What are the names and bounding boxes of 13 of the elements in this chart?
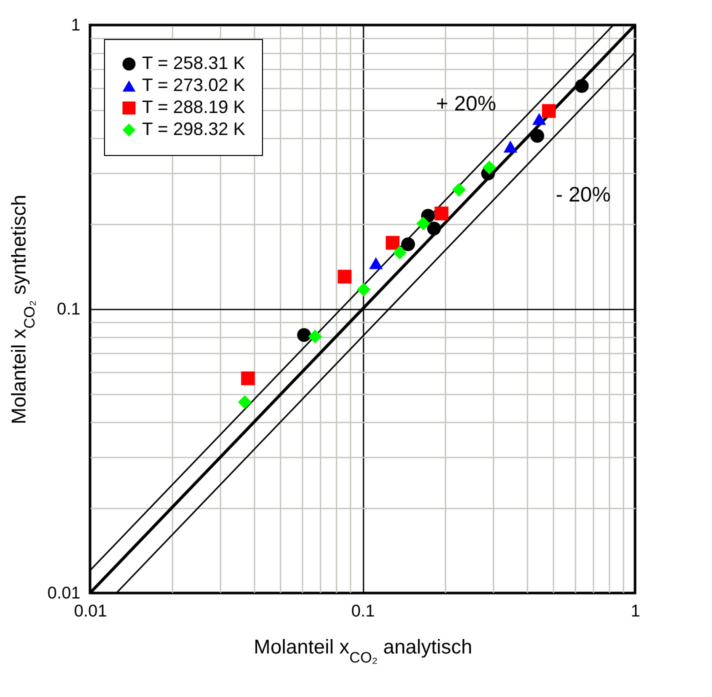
legend-label: T = 273.02 K xyxy=(142,75,246,95)
legend-label: T = 298.32 K xyxy=(142,119,246,139)
x-axis-title: Molanteil x$_{CO₂}$ analytisch xyxy=(254,636,472,666)
annotation: + 20% xyxy=(436,92,496,116)
annotation: - 20% xyxy=(556,183,611,206)
y-tick-label: 1 xyxy=(71,16,80,34)
x-tick-label: 0.1 xyxy=(351,602,375,620)
legend-label: T = 288.19 K xyxy=(142,97,246,117)
y-tick-label: 0.01 xyxy=(47,584,80,602)
y-tick-label: 0.1 xyxy=(56,300,80,318)
x-tick-label: 0.01 xyxy=(74,602,108,620)
x-tick-label: 1 xyxy=(630,602,640,620)
legend-label: T = 258.31 K xyxy=(142,53,246,73)
